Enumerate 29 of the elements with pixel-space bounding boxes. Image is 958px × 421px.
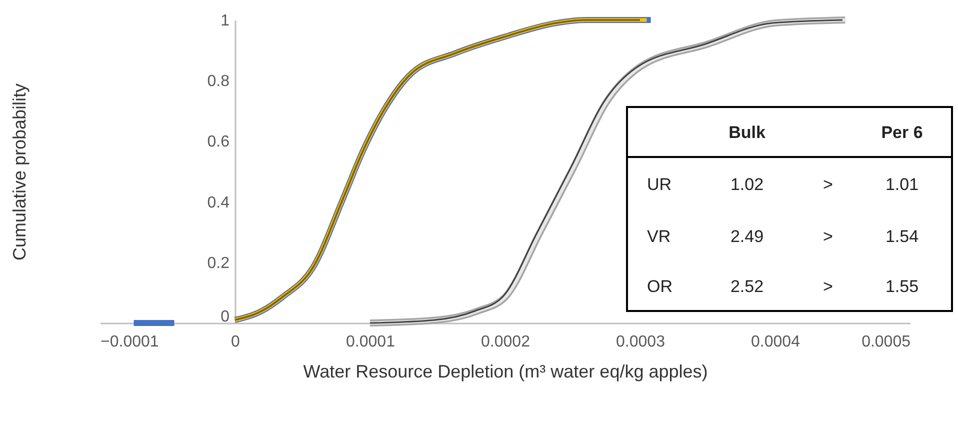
x-tick-label: 0.0002: [481, 334, 530, 350]
annotation: 1.01: [885, 175, 919, 194]
annotation: OR: [647, 277, 672, 296]
y-tick-label: 0: [220, 308, 230, 326]
annotation: Bulk: [728, 123, 766, 142]
x-tick-label: −0.0001: [100, 334, 159, 350]
annotation: >: [823, 227, 834, 246]
annotation: 1.54: [885, 227, 919, 246]
annotation: >: [823, 175, 834, 194]
annotation: Per 6: [881, 123, 923, 142]
annotation: 2.49: [730, 227, 764, 246]
y-tick-label: 0.8: [207, 73, 230, 90]
annotation: 1.02: [730, 175, 764, 194]
y-tick-label: 0.6: [207, 134, 230, 151]
x-tick-label: 0.0003: [616, 334, 666, 350]
y-tick-label: 1: [220, 12, 230, 30]
x-tick-label: 0.0004: [751, 334, 800, 350]
y-tick-label: 0.4: [207, 194, 230, 212]
annotation: >: [823, 277, 834, 296]
annotation: 2.52: [730, 277, 764, 296]
x-tick-label: 0.0001: [346, 334, 396, 350]
annotation: 1.55: [885, 277, 919, 296]
annotation: UR: [647, 175, 672, 194]
x-axis-title: Water Resource Depletion (m³ water eq/kg apples): [303, 362, 708, 382]
y-tick-label: 0.2: [207, 254, 230, 272]
x-tick-label: 0: [231, 334, 240, 350]
y-axis-title: Cumulative probability: [10, 83, 30, 261]
annotation: VR: [647, 227, 671, 246]
x-tick-label: 0.0005: [862, 334, 911, 350]
